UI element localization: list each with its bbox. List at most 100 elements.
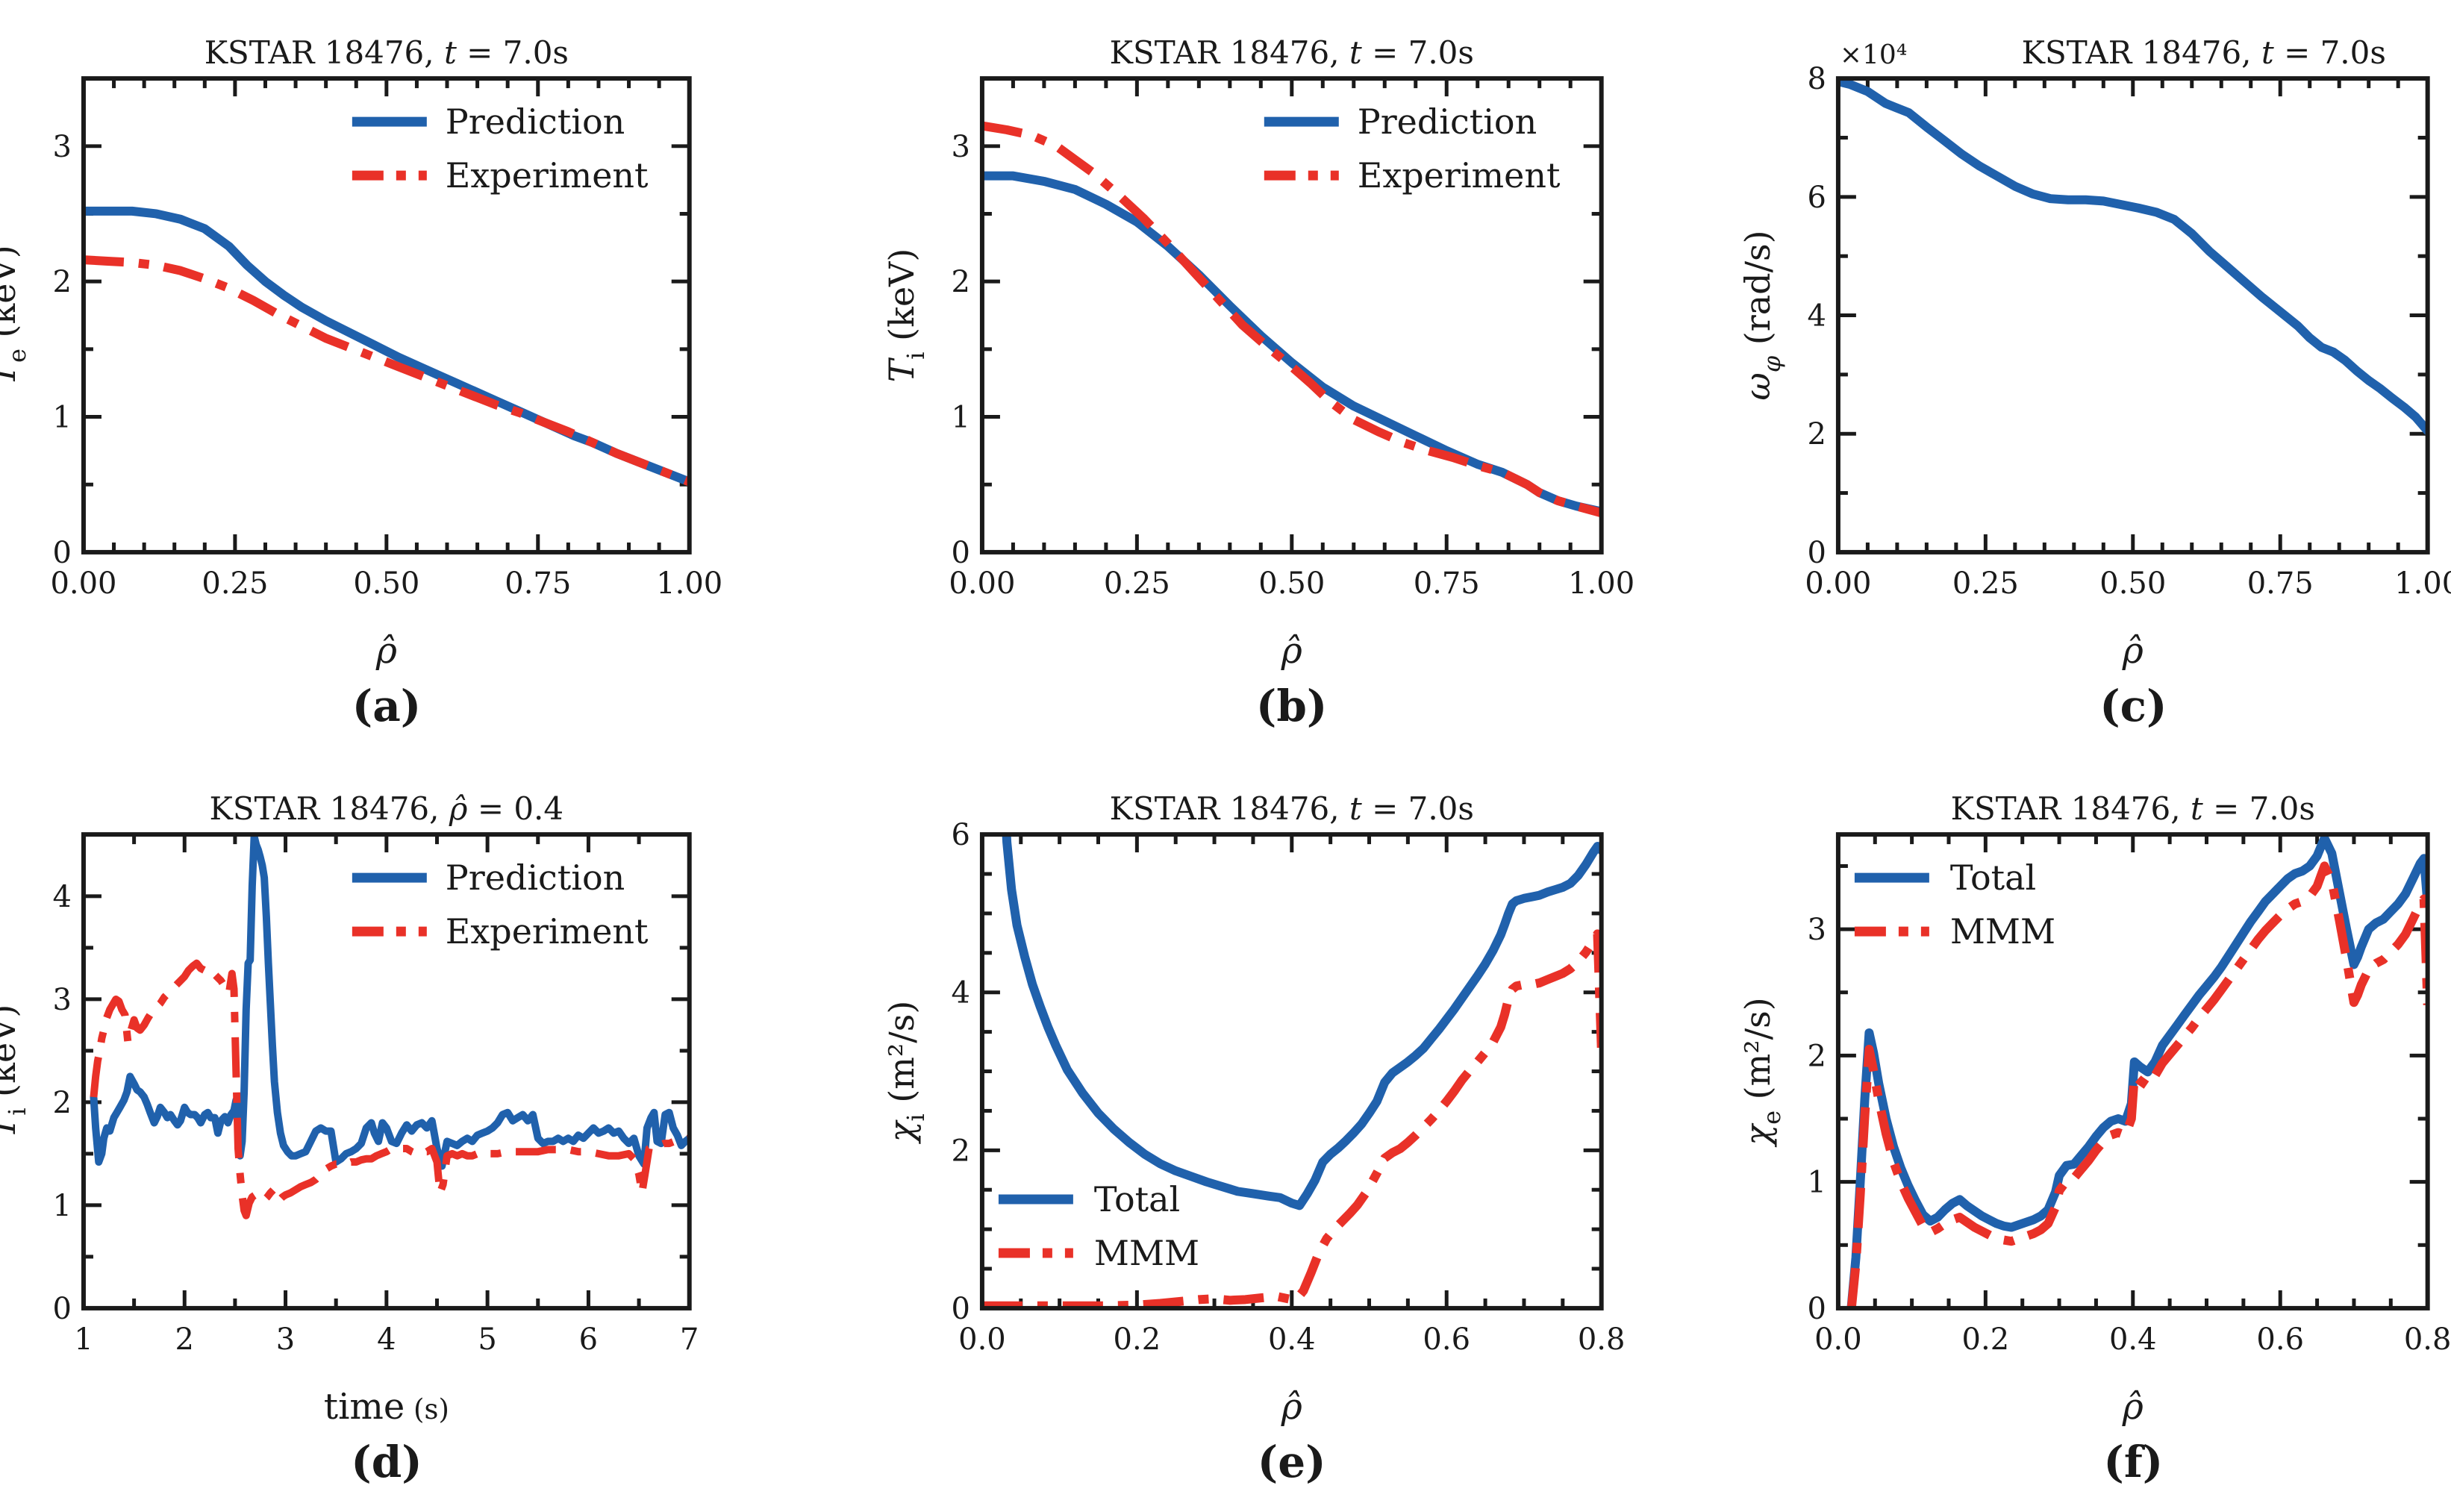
svg-text:KSTAR 18476, t = 7.0s: KSTAR 18476, t = 7.0s: [204, 34, 569, 71]
svg-text:0.00: 0.00: [1805, 566, 1872, 601]
svg-text:6: 6: [1808, 181, 1826, 215]
svg-text:0.00: 0.00: [949, 566, 1015, 601]
chart-e: 0.0 0.2 0.4 0.6 0.8 0 2 4 6 KSTAR 18476, t = 7.0s…: [881, 790, 1626, 1428]
svg-text:0.25: 0.25: [202, 566, 268, 601]
svg-text:1: 1: [53, 1189, 72, 1223]
svg-text:7: 7: [680, 1322, 699, 1357]
svg-text:0.2: 0.2: [1113, 1322, 1161, 1357]
svg-text:0: 0: [1808, 1292, 1826, 1326]
svg-text:ωφ (rad/s): ωφ (rad/s): [1737, 230, 1786, 400]
svg-text:0.00: 0.00: [50, 566, 116, 601]
svg-text:1: 1: [74, 1322, 93, 1357]
svg-text:0.75: 0.75: [2247, 566, 2314, 601]
svg-text:1.00: 1.00: [656, 566, 722, 601]
svg-text:4: 4: [1808, 299, 1826, 334]
svg-text:0.50: 0.50: [2100, 566, 2167, 601]
subplot-f: 0.0 0.2 0.4 0.6 0.8 0 1 2 3 KSTAR 18476, t = 7.0s…: [1634, 756, 2451, 1512]
svg-text:ρ̂: ρ̂: [2122, 1386, 2144, 1428]
svg-text:0.50: 0.50: [353, 566, 419, 601]
svg-text:2: 2: [951, 265, 970, 299]
panel-label-d: (d): [351, 1437, 422, 1487]
svg-text:0.75: 0.75: [505, 566, 571, 601]
svg-text:0.8: 0.8: [1578, 1322, 1626, 1357]
svg-text:ρ̂: ρ̂: [2122, 630, 2144, 672]
svg-text:KSTAR 18476, t = 7.0s: KSTAR 18476, t = 7.0s: [1109, 790, 1473, 827]
svg-text:6: 6: [951, 818, 970, 852]
svg-text:Experiment: Experiment: [446, 911, 649, 952]
svg-text:0.50: 0.50: [1258, 566, 1325, 601]
svg-text:Prediction: Prediction: [1357, 101, 1536, 142]
svg-text:1: 1: [53, 401, 72, 435]
subplot-c: 0.00 0.25 0.50 0.75 1.00 0 2 4 6 8 KSTAR 18476, t …: [1634, 0, 2451, 756]
svg-text:2: 2: [175, 1322, 194, 1357]
svg-text:2: 2: [53, 265, 72, 299]
svg-text:KSTAR 18476, t = 7.0s: KSTAR 18476, t = 7.0s: [1109, 34, 1473, 71]
svg-text:2: 2: [951, 1134, 970, 1168]
svg-text:0: 0: [53, 1292, 72, 1326]
panel-label-c: (c): [2099, 681, 2167, 731]
svg-text:2: 2: [1808, 417, 1826, 452]
svg-text:Total: Total: [1950, 857, 2036, 898]
chart-b: 0.00 0.25 0.50 0.75 1.00 0 1 2 3 KSTAR 18476, t =…: [881, 34, 1634, 672]
svg-text:0.0: 0.0: [958, 1322, 1006, 1357]
svg-text:Experiment: Experiment: [1357, 155, 1560, 196]
svg-text:0: 0: [53, 536, 72, 570]
panel-label-f: (f): [2103, 1437, 2164, 1487]
svg-text:0.0: 0.0: [1814, 1322, 1862, 1357]
svg-text:1: 1: [951, 401, 970, 435]
subplot-b: 0.00 0.25 0.50 0.75 1.00 0 1 2 3 KSTAR 18476, t =…: [817, 0, 1634, 756]
svg-text:KSTAR 18476, ρ̂ = 0.4: KSTAR 18476, ρ̂ = 0.4: [210, 790, 564, 827]
svg-text:Prediction: Prediction: [446, 101, 625, 142]
svg-text:ρ̂: ρ̂: [1280, 630, 1302, 672]
svg-text:Experiment: Experiment: [446, 155, 649, 196]
svg-text:6: 6: [579, 1322, 598, 1357]
svg-text:3: 3: [53, 983, 72, 1017]
svg-text:0.8: 0.8: [2404, 1322, 2451, 1357]
svg-text:0.75: 0.75: [1413, 566, 1479, 601]
svg-text:1.00: 1.00: [2394, 566, 2450, 601]
svg-text:Ti (keV): Ti (keV): [0, 1005, 31, 1139]
svg-text:3: 3: [53, 130, 72, 164]
svg-text:Prediction: Prediction: [446, 857, 625, 898]
svg-text:KSTAR 18476, t = 7.0s: KSTAR 18476, t = 7.0s: [2022, 34, 2386, 71]
svg-text:0.4: 0.4: [2109, 1322, 2157, 1357]
svg-text:0.4: 0.4: [1268, 1322, 1316, 1357]
svg-text:4: 4: [377, 1322, 396, 1357]
svg-text:0: 0: [1808, 536, 1826, 570]
svg-text:0.6: 0.6: [2257, 1322, 2305, 1357]
svg-text:3: 3: [276, 1322, 295, 1357]
svg-text:0: 0: [951, 536, 970, 570]
svg-text:4: 4: [53, 880, 72, 914]
svg-text:Ti (keV): Ti (keV): [881, 249, 930, 383]
svg-text:3: 3: [951, 130, 970, 164]
svg-text:8: 8: [1808, 62, 1826, 96]
svg-text:χe (m²/s): χe (m²/s): [1737, 997, 1786, 1147]
svg-text:MMM: MMM: [1950, 911, 2055, 952]
chart-c: 0.00 0.25 0.50 0.75 1.00 0 2 4 6 8 KSTAR 18476, t …: [1737, 34, 2451, 672]
panel-label-e: (e): [1257, 1437, 1326, 1487]
panel-label-a: (a): [352, 681, 422, 731]
svg-text:χi (m²/s): χi (m²/s): [881, 1001, 930, 1145]
svg-text:2: 2: [1808, 1039, 1826, 1073]
chart-a: 0.00 0.25 0.50 0.75 1.00 0 1 2 3 KSTAR 18476, t =…: [0, 34, 722, 672]
svg-text:4: 4: [951, 976, 970, 1010]
subplot-d: 1 2 3 4 5 6 7 0 1 2 3 4 KSTAR 18476, ρ̂ = 0.4 time (s…: [0, 756, 817, 1512]
subplot-e: 0.0 0.2 0.4 0.6 0.8 0 2 4 6 KSTAR 18476, t = 7.0s…: [817, 756, 1634, 1512]
svg-text:KSTAR 18476, t = 7.0s: KSTAR 18476, t = 7.0s: [1951, 790, 2315, 827]
svg-text:5: 5: [478, 1322, 496, 1357]
svg-text:0.2: 0.2: [1962, 1322, 2010, 1357]
svg-text:2: 2: [53, 1086, 72, 1120]
svg-text:0.25: 0.25: [1952, 566, 2019, 601]
subplot-a: 0.00 0.25 0.50 0.75 1.00 0 1 2 3 KSTAR 18476, t =…: [0, 0, 817, 756]
svg-text:×10⁴: ×10⁴: [1840, 40, 1907, 70]
chart-f: 0.0 0.2 0.4 0.6 0.8 0 1 2 3 KSTAR 18476, t = 7.0s…: [1737, 790, 2451, 1428]
svg-text:time (s): time (s): [324, 1386, 449, 1428]
panel-label-b: (b): [1255, 681, 1328, 731]
svg-text:ρ̂: ρ̂: [1280, 1386, 1302, 1428]
svg-text:MMM: MMM: [1094, 1233, 1199, 1273]
svg-text:1: 1: [1808, 1166, 1826, 1200]
svg-text:Total: Total: [1094, 1179, 1180, 1219]
svg-text:ρ̂: ρ̂: [375, 630, 397, 672]
